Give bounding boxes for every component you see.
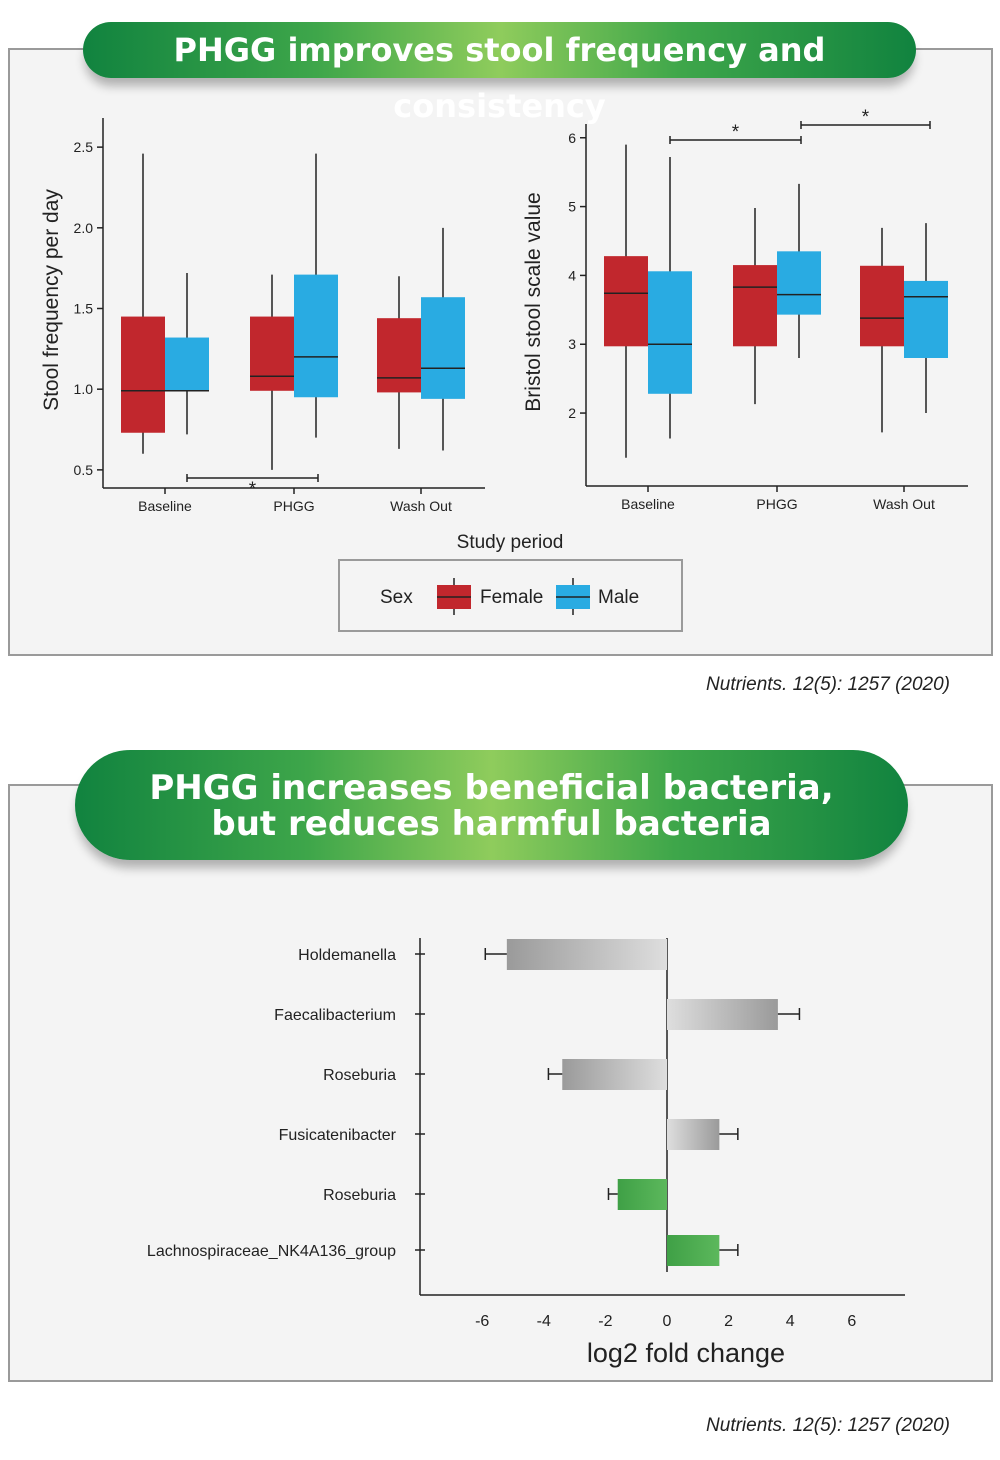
y-tick-label: 1.5	[74, 301, 94, 317]
stool-frequency-chart: 0.5 1.0 1.5 2.0 2.5 Stool frequency per day Ba…	[40, 118, 485, 514]
box-iqr	[604, 256, 648, 347]
bar	[667, 1235, 720, 1266]
legend-female-key	[437, 578, 471, 615]
y-axis-label: Bristol stool scale value	[522, 192, 545, 411]
y-tick-label: 2	[568, 405, 576, 421]
x-tick-label: -2	[598, 1313, 612, 1330]
bacteria-panel	[8, 784, 993, 1382]
panel2-title-line2: but reduces harmful bacteria	[211, 804, 772, 844]
bar-label: Roseburia	[323, 1067, 396, 1084]
bar	[562, 1059, 667, 1090]
x-tick-label: -4	[537, 1313, 551, 1330]
box-iqr	[904, 280, 948, 358]
legend-male-key	[556, 578, 590, 615]
box-iqr	[294, 274, 338, 398]
box-iqr	[860, 265, 904, 347]
bar	[667, 1119, 720, 1150]
x-tick-label: 0	[663, 1313, 672, 1330]
y-tick-label: 2.0	[74, 220, 94, 236]
legend-box	[338, 559, 683, 632]
citation-1: Nutrients. 12(5): 1257 (2020)	[706, 674, 950, 695]
x-tick-label: PHGG	[756, 496, 797, 512]
x-tick-label: 2	[724, 1313, 733, 1330]
y-tick-label: 2.5	[74, 139, 94, 155]
stool-charts: 0.5 1.0 1.5 2.0 2.5 Stool frequency per day Ba…	[40, 107, 968, 632]
panel2-title-banner: PHGG increases beneficial bacteria, but …	[75, 750, 908, 860]
significance-star: *	[249, 479, 257, 500]
bar-label: Fusicatenibacter	[279, 1127, 397, 1144]
bar-label: Holdemanella	[298, 947, 396, 964]
x-axis-label: log2 fold change	[587, 1338, 785, 1368]
y-tick-label: 6	[568, 130, 576, 146]
box-iqr	[250, 316, 294, 391]
x-axis-label: Study period	[457, 532, 564, 553]
box-iqr	[121, 316, 165, 433]
box-iqr	[777, 251, 821, 315]
bar	[667, 999, 778, 1030]
bristol-scale-chart: 2 3 4 5 6 Bristol stool scale value Baseline PH…	[522, 107, 968, 512]
significance-star: *	[732, 122, 740, 143]
box-iqr	[733, 265, 777, 347]
x-tick-label: PHGG	[273, 498, 314, 514]
x-tick-label: Wash Out	[873, 496, 935, 512]
y-tick-label: 5	[568, 199, 576, 215]
bar	[506, 939, 667, 970]
legend-title: Sex	[380, 587, 413, 608]
box-iqr	[421, 297, 465, 399]
y-tick-label: 0.5	[74, 462, 94, 478]
x-tick-label: 6	[847, 1313, 856, 1330]
box-iqr	[648, 271, 692, 394]
x-tick-label: Baseline	[138, 498, 192, 514]
log2-fold-change-chart: -6 -4 -2 0 2 4 6 log2 fold change Holdemanella Fa…	[147, 938, 905, 1368]
x-tick-label: 4	[786, 1313, 795, 1330]
panel1-title-banner: PHGG improves stool frequency and consis…	[83, 22, 916, 125]
legend-female-label: Female	[480, 587, 543, 608]
legend: Sex Female Male	[338, 559, 683, 632]
bar	[617, 1179, 667, 1210]
x-tick-label: -6	[475, 1313, 489, 1330]
bar-label: Lachnospiraceae_NK4A136_group	[147, 1243, 396, 1260]
bar-label: Roseburia	[323, 1187, 396, 1204]
citation-2: Nutrients. 12(5): 1257 (2020)	[706, 1415, 950, 1436]
bacteria-chart-svg: -6 -4 -2 0 2 4 6 log2 fold change Holdemanella Fa…	[147, 938, 905, 1368]
y-tick-label: 4	[568, 267, 576, 283]
box-iqr	[377, 318, 421, 393]
legend-male-label: Male	[598, 587, 639, 608]
panel1-title: PHGG improves stool frequency and consis…	[173, 31, 826, 125]
box-iqr	[165, 337, 209, 391]
y-tick-label: 3	[568, 336, 576, 352]
panel2-title-line1: PHGG increases beneficial bacteria,	[149, 768, 834, 808]
x-tick-label: Wash Out	[390, 498, 452, 514]
bar-label: Faecalibacterium	[274, 1007, 396, 1024]
y-tick-label: 1.0	[74, 381, 94, 397]
significance-star: *	[862, 107, 870, 128]
x-tick-label: Baseline	[621, 496, 675, 512]
y-axis-label: Stool frequency per day	[40, 189, 63, 411]
